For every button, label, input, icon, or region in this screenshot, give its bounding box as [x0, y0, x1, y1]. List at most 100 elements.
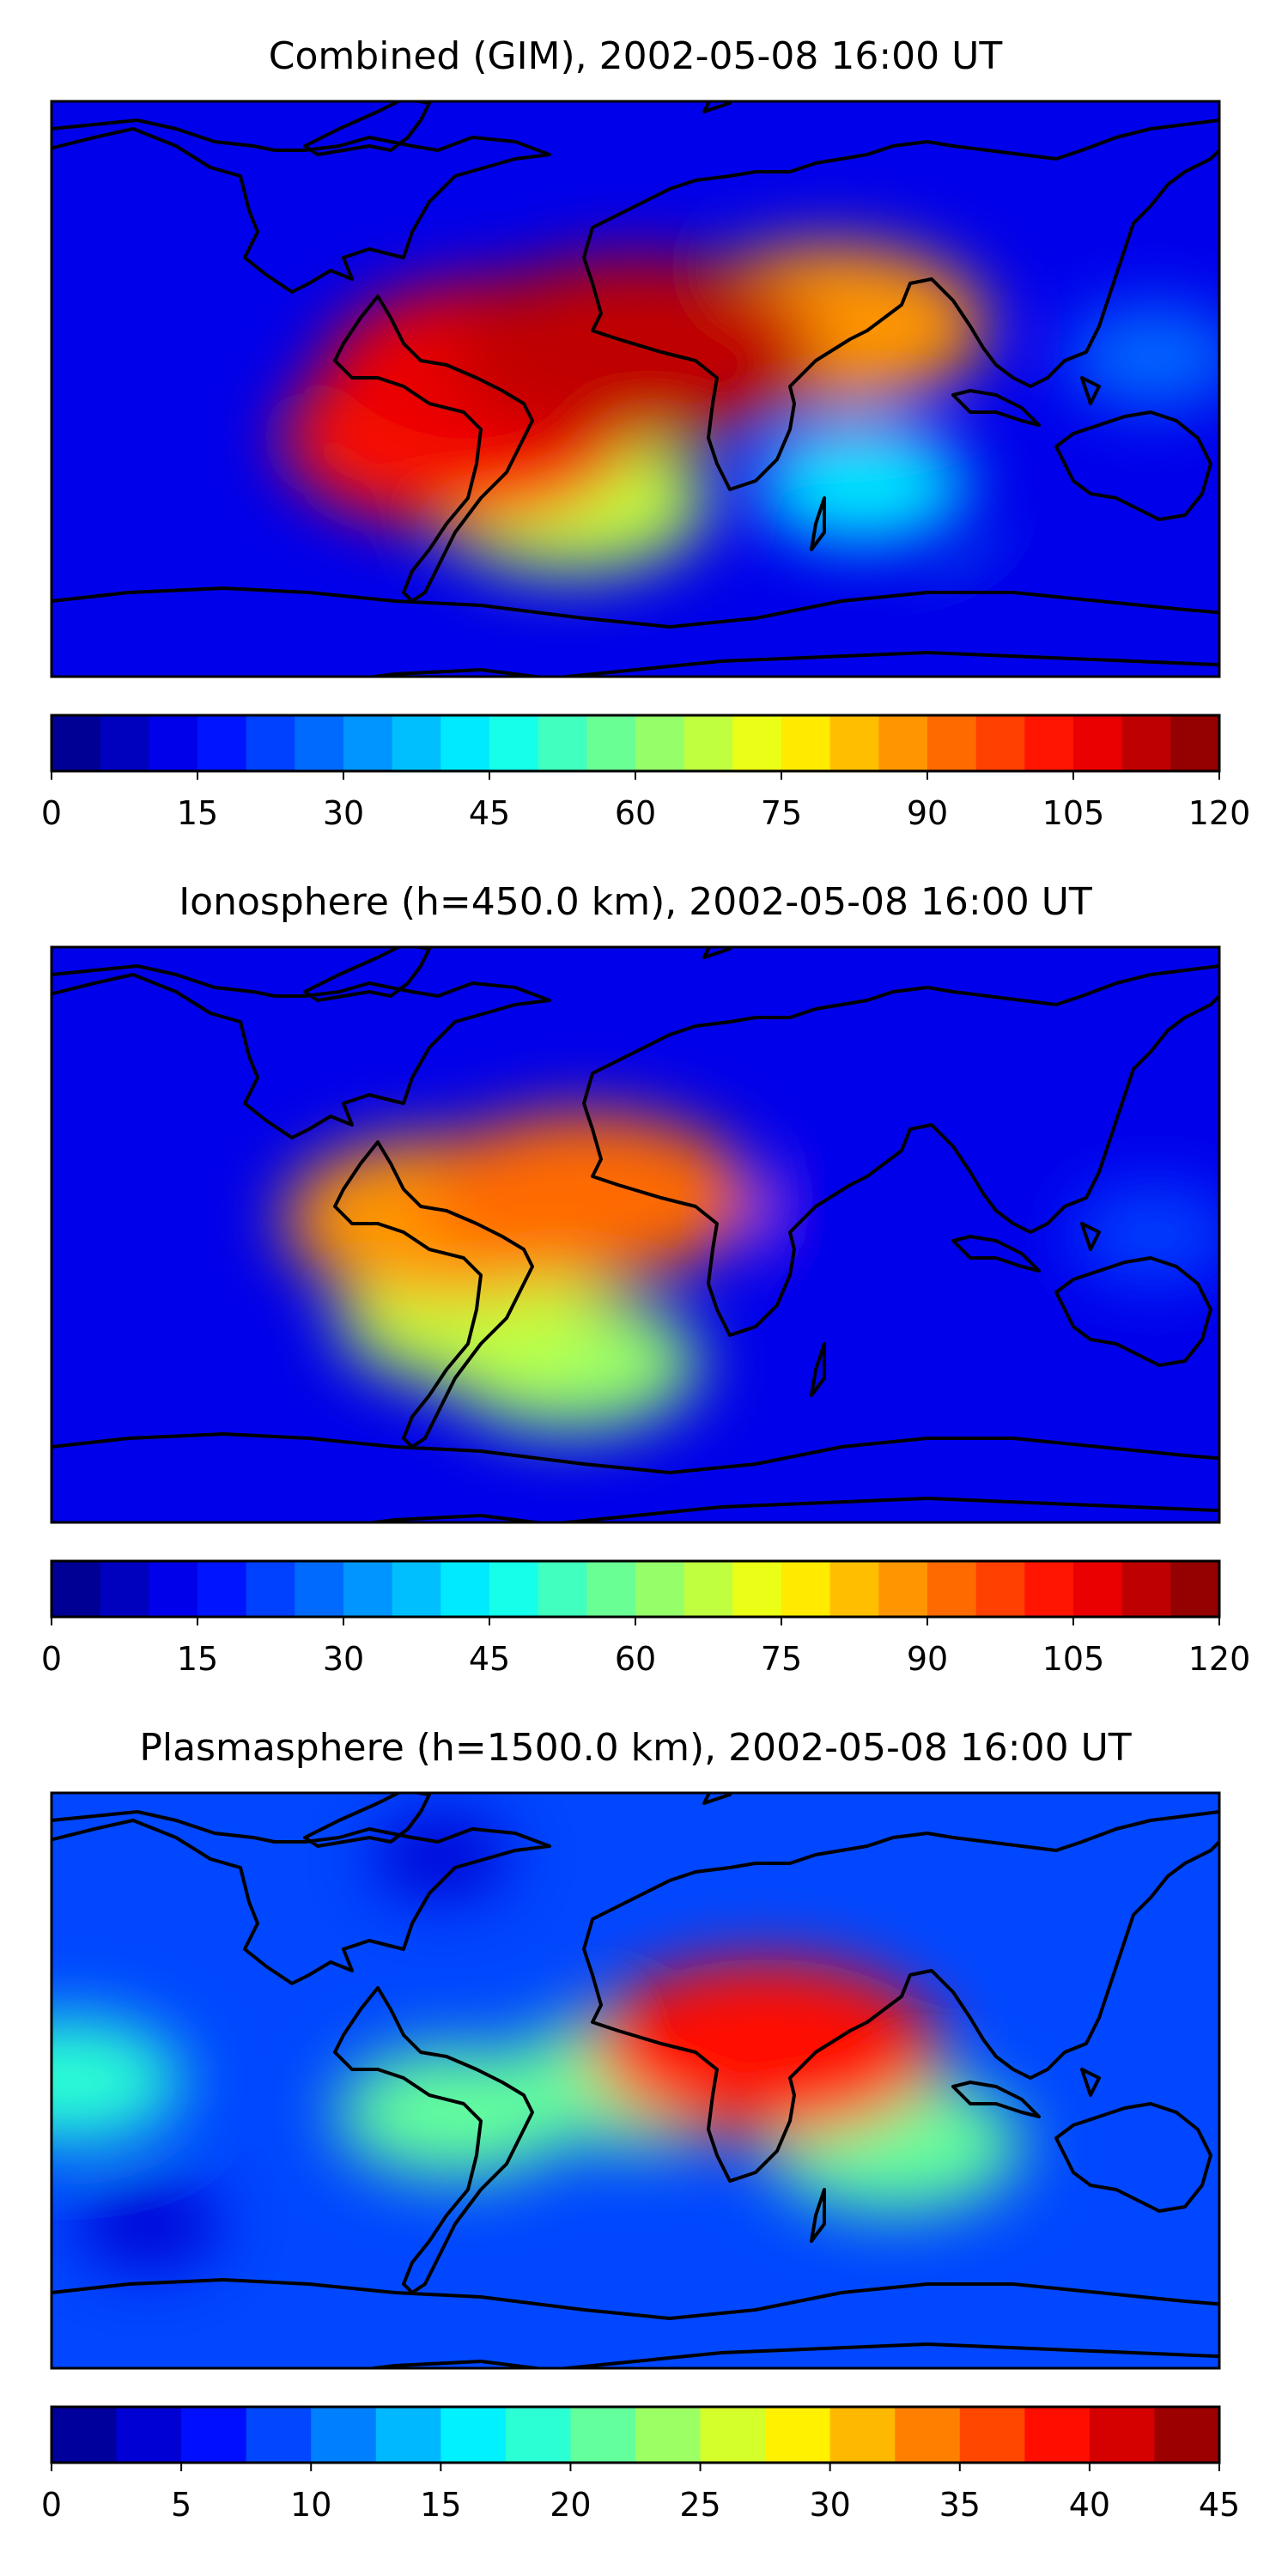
colorbar-tick-label: 15: [420, 2486, 461, 2524]
colorbar-tick-label: 35: [939, 2486, 981, 2524]
colorbar-bin: [440, 1561, 490, 1617]
map-frame: [50, 1791, 1221, 2370]
colorbar-bin: [538, 715, 587, 771]
colorbar-bin: [1170, 715, 1220, 771]
colorbar: 0 5 10 15 20 25 30 35 40 45: [41, 2405, 1240, 2524]
map-panel: [50, 1791, 1221, 2370]
colorbar-tick-label: 90: [907, 794, 948, 832]
colorbar-bin: [1121, 715, 1171, 771]
colorbar-tick-label: 60: [615, 1640, 656, 1678]
colorbar-bin: [489, 715, 539, 771]
colorbar-bin: [570, 2407, 636, 2463]
colorbar-bin: [635, 1561, 685, 1617]
colorbar-bin: [765, 2407, 831, 2463]
colorbar-bin: [116, 2407, 182, 2463]
colorbar-tick-label: 15: [177, 794, 218, 832]
colorbar-bin: [197, 1561, 247, 1617]
colorbar-tick-label: 45: [469, 794, 510, 832]
colorbar-bin: [975, 1561, 1025, 1617]
colorbar-bin: [732, 1561, 782, 1617]
colorbar-bin: [100, 1561, 149, 1617]
colorbar-bin: [975, 715, 1025, 771]
field-feature: [953, 568, 1097, 657]
colorbar-bin: [295, 715, 344, 771]
field-feature: [751, 1175, 896, 1263]
colorbar-bin: [781, 715, 831, 771]
colorbar-bin: [149, 1561, 198, 1617]
colorbar-bin: [489, 1561, 539, 1617]
colorbar-tick-label: 40: [1069, 2486, 1110, 2524]
field-feature: [1071, 1186, 1219, 1284]
colorbar-tick-label: 60: [615, 794, 656, 832]
field-feature: [1066, 306, 1219, 409]
colorbar-tick-label: 105: [1042, 1640, 1105, 1678]
colorbar: 0 15 30 45 60 75 90 105 120: [41, 1559, 1251, 1678]
colorbar-tick-label: 25: [679, 2486, 720, 2524]
colorbar-bin: [52, 2407, 118, 2463]
field-feature: [756, 426, 969, 544]
colorbar-bin: [375, 2407, 441, 2463]
colorbar-tick-label: 0: [41, 1640, 62, 1678]
map-frame: [50, 945, 1221, 1524]
colorbar-bin: [181, 2407, 247, 2463]
panel-title: Ionosphere (h=450.0 km), 2002-05-08 16:0…: [179, 880, 1092, 924]
field-feature: [52, 2018, 183, 2143]
colorbar-tick-label: 105: [1042, 794, 1105, 832]
colorbar-bin: [1154, 2407, 1220, 2463]
colorbar-bin: [52, 1561, 101, 1617]
colorbar-bin: [1024, 715, 1074, 771]
colorbar-tick-label: 120: [1188, 1640, 1251, 1678]
colorbar-bin: [52, 715, 101, 771]
colorbar-tick-label: 0: [41, 794, 62, 832]
colorbar-bin: [1024, 2407, 1091, 2463]
colorbar: 0 15 30 45 60 75 90 105 120: [41, 714, 1250, 832]
colorbar-bin: [781, 1561, 831, 1617]
field-feature: [449, 257, 822, 445]
map-panel: [50, 945, 1221, 1524]
colorbar-bin: [1170, 1561, 1220, 1617]
colorbar-bin: [1073, 715, 1123, 771]
colorbar-bin: [829, 2407, 896, 2463]
colorbar-bin: [878, 715, 928, 771]
panel-title: Combined (GIM), 2002-05-08 16:00 UT: [269, 34, 1003, 78]
colorbar-bin: [683, 715, 733, 771]
colorbar-bin: [1024, 1561, 1074, 1617]
colorbar-bin: [683, 1561, 733, 1617]
colorbar-bin: [392, 715, 441, 771]
colorbar-bin: [197, 715, 247, 771]
field-feature: [589, 1959, 942, 2138]
colorbar-bin: [440, 2407, 507, 2463]
colorbar-bin: [246, 715, 295, 771]
colorbar-tick-label: 0: [41, 2486, 62, 2524]
field-feature: [421, 1111, 752, 1282]
colorbar-bin: [635, 715, 685, 771]
colorbar-bin: [586, 715, 636, 771]
colorbar-bin: [927, 715, 977, 771]
colorbar-tick-label: 20: [550, 2486, 591, 2524]
colorbar-tick-label: 15: [177, 1640, 218, 1678]
colorbar-bin: [1073, 1561, 1123, 1617]
colorbar-bin: [246, 2407, 312, 2463]
colorbar-tick-label: 30: [809, 2486, 850, 2524]
field-feature: [76, 2180, 222, 2269]
colorbar-bin: [149, 715, 198, 771]
colorbar-bin: [246, 1561, 295, 1617]
colorbar-bin: [829, 715, 879, 771]
colorbar-bin: [927, 1561, 977, 1617]
colorbar-bin: [635, 2407, 702, 2463]
colorbar-tick-label: 45: [1199, 2486, 1240, 2524]
colorbar-bin: [1121, 1561, 1171, 1617]
colorbar-tick-label: 45: [469, 1640, 510, 1678]
colorbar-bin: [829, 1561, 879, 1617]
colorbar-bin: [343, 715, 393, 771]
colorbar-bin: [895, 2407, 961, 2463]
colorbar-frame: [50, 2405, 1221, 2464]
colorbar-tick-label: 10: [290, 2486, 331, 2524]
colorbar-tick-label: 5: [171, 2486, 191, 2524]
colorbar-tick-label: 75: [761, 794, 802, 832]
colorbar-bin: [392, 1561, 441, 1617]
colorbar-bin: [440, 715, 490, 771]
colorbar-bin: [100, 715, 149, 771]
colorbar-tick-label: 30: [323, 794, 364, 832]
colorbar-bin: [538, 1561, 587, 1617]
